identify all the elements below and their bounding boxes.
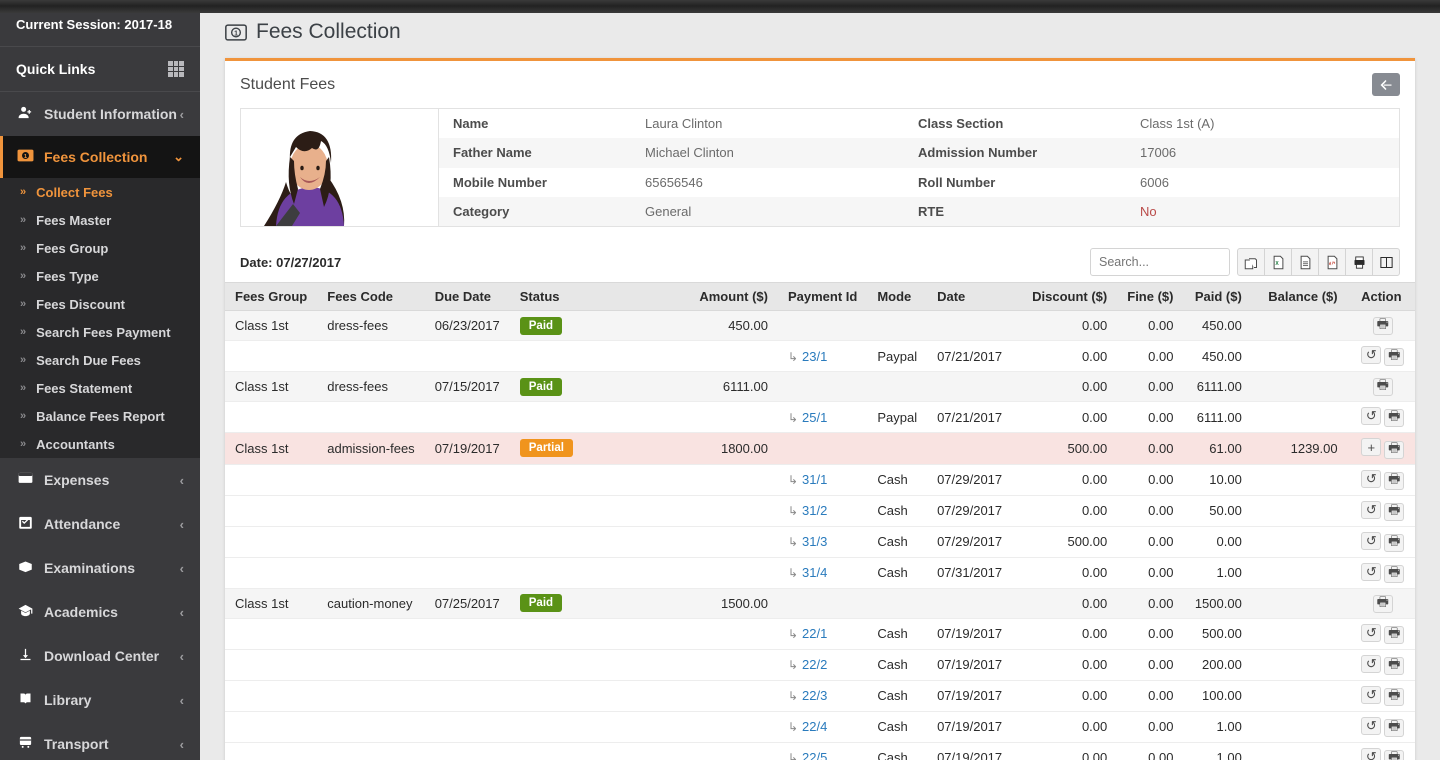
svg-text:1: 1	[234, 30, 238, 37]
